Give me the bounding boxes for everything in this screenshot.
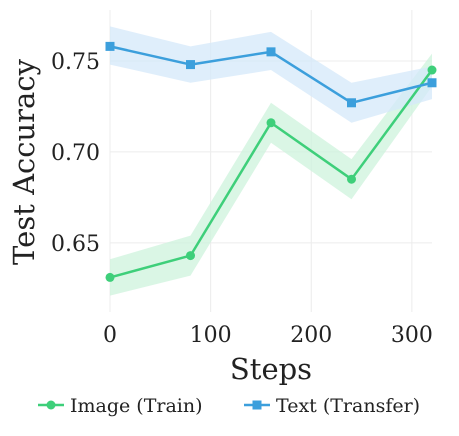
point-series-1-2 <box>266 47 276 57</box>
x-tick-label-2: 200 <box>290 323 332 348</box>
y-tick-label-2: 0.75 <box>51 50 100 75</box>
point-series-0-4 <box>427 65 437 75</box>
x-tick-label-0: 0 <box>103 323 117 348</box>
y-axis-ticks: 0.65 0.70 0.75 <box>51 50 100 257</box>
y-axis-label: Test Accuracy <box>7 58 41 265</box>
point-series-1-1 <box>186 60 195 70</box>
legend-marker-1 <box>252 400 262 410</box>
point-series-1-0 <box>105 41 115 51</box>
x-axis-ticks: 0 100 200 300 <box>103 323 433 348</box>
legend-marker-0 <box>46 400 56 410</box>
confidence-bands <box>110 26 432 296</box>
legend-label-1: Text (Transfer) <box>276 395 420 417</box>
point-series-0-2 <box>266 118 276 128</box>
point-series-0-1 <box>186 251 195 261</box>
point-series-1-4 <box>427 78 437 88</box>
x-tick-label-3: 300 <box>391 323 433 348</box>
series-markers <box>105 41 437 282</box>
point-series-1-3 <box>347 98 356 108</box>
legend-label-0: Image (Train) <box>70 395 203 417</box>
band-series-0 <box>110 53 432 296</box>
x-axis-label: Steps <box>230 352 312 386</box>
point-series-0-0 <box>105 272 115 282</box>
point-series-0-3 <box>347 174 356 184</box>
x-tick-label-1: 100 <box>190 323 232 348</box>
legend: Image (Train) Text (Transfer) <box>38 395 420 417</box>
y-tick-label-0: 0.65 <box>51 232 100 257</box>
y-tick-label-1: 0.70 <box>51 141 100 166</box>
